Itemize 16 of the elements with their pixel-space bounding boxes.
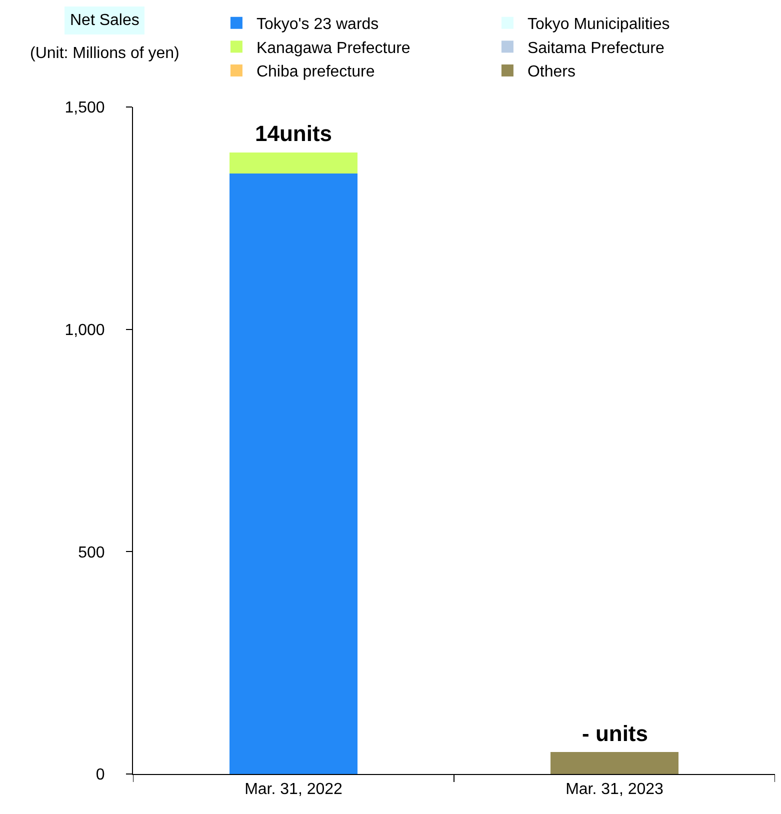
chart-title: Net Sales	[70, 12, 140, 29]
legend-label: Chiba prefecture	[256, 64, 375, 81]
y-tick-label: 1,000	[64, 322, 105, 339]
annotation: 14units	[255, 121, 332, 146]
text: (Unit: Millions of yen)	[30, 45, 180, 62]
x-tick-label: Mar. 31, 2022	[244, 781, 343, 798]
legend-label: Tokyo Municipalities	[527, 16, 670, 34]
legend-label: Saitama Prefecture	[527, 40, 665, 57]
legend-label: Others	[527, 64, 576, 81]
y-tick-label: 1,500	[64, 100, 105, 117]
y-tick-label: 0	[96, 766, 105, 784]
annotation: - units	[582, 721, 648, 746]
legend-label: Tokyo's 23 wards	[256, 16, 379, 34]
x-tick-label: Mar. 31, 2023	[566, 781, 664, 798]
y-tick-label: 500	[78, 544, 105, 562]
legend-label: Kanagawa Prefecture	[256, 40, 410, 57]
